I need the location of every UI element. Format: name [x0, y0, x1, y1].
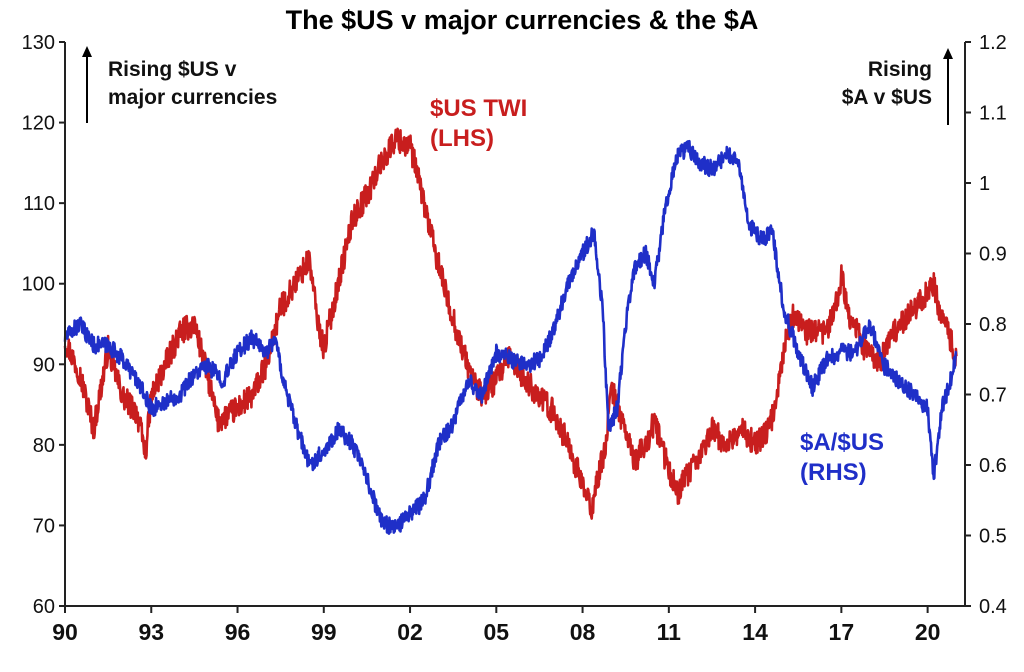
- x-tick-label: 11: [657, 619, 682, 645]
- twi-label-line-2: (LHS): [430, 125, 494, 152]
- left-axis-ticks: 60 70 80 90 100 110 120 130: [22, 32, 65, 618]
- right-tick-label: 0.9: [979, 244, 1007, 266]
- left-note-line-2: major currencies: [108, 86, 277, 109]
- x-tick-label: 17: [829, 619, 855, 645]
- right-tick-label: 0.4: [979, 596, 1007, 618]
- left-tick-label: 110: [23, 193, 55, 215]
- x-tick-label: 93: [138, 619, 164, 645]
- x-tick-label: 05: [484, 619, 510, 645]
- x-axis-ticks: 90 93 96 99 02 05 08 11 14 17 20: [52, 606, 940, 645]
- left-tick-label: 100: [22, 274, 55, 296]
- up-arrow-left-head: [82, 46, 92, 57]
- left-tick-label: 70: [33, 515, 55, 537]
- aud-label-line-1: $A/$US: [800, 429, 884, 456]
- right-axis-ticks: 0.4 0.5 0.6 0.7 0.8 0.9 1 1.1 1.2: [965, 32, 1007, 618]
- left-note-line-1: Rising $US v: [108, 58, 237, 81]
- aud-label-line-2: (RHS): [800, 459, 867, 486]
- left-tick-label: 60: [33, 596, 55, 618]
- twi-series-label: $US TWI (LHS): [430, 95, 527, 152]
- left-tick-label: 130: [22, 32, 55, 54]
- plot-lines: [63, 127, 958, 535]
- right-tick-label: 0.5: [979, 526, 1007, 548]
- series-line-aud-usd: [63, 139, 958, 535]
- x-tick-label: 99: [311, 619, 337, 645]
- right-tick-label: 0.8: [979, 314, 1007, 336]
- x-tick-label: 90: [52, 619, 78, 645]
- right-arrow-annotation: Rising $A v $US: [842, 48, 953, 125]
- x-tick-label: 08: [570, 619, 596, 645]
- left-tick-label: 90: [33, 354, 55, 376]
- x-tick-label: 14: [742, 619, 768, 645]
- right-tick-label: 0.7: [979, 385, 1007, 407]
- right-note-line-2: $A v $US: [842, 86, 932, 109]
- left-tick-label: 80: [33, 435, 55, 457]
- aud-series-label: $A/$US (RHS): [800, 429, 884, 486]
- right-tick-label: 1.1: [979, 103, 1007, 125]
- x-tick-label: 96: [225, 619, 251, 645]
- right-tick-label: 1.2: [979, 32, 1007, 54]
- twi-label-line-1: $US TWI: [430, 95, 527, 122]
- x-tick-label: 20: [915, 619, 941, 645]
- left-tick-label: 120: [22, 113, 55, 135]
- chart-title: The $US v major currencies & the $A: [286, 5, 759, 35]
- right-tick-label: 0.6: [979, 455, 1007, 477]
- left-arrow-annotation: Rising $US v major currencies: [82, 46, 277, 123]
- right-tick-label: 1: [979, 173, 990, 195]
- up-arrow-right-head: [943, 48, 953, 59]
- right-note-line-1: Rising: [868, 58, 932, 81]
- x-tick-label: 02: [397, 619, 423, 645]
